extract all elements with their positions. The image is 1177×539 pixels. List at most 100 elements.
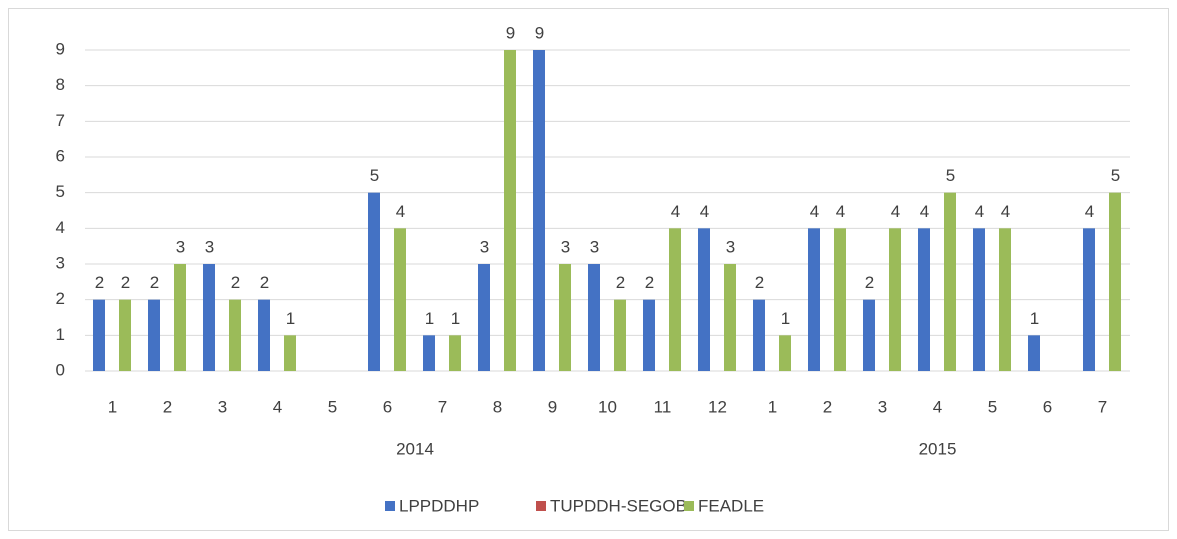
y-tick-label: 6 <box>56 146 65 165</box>
x-tick-label: 7 <box>438 397 447 416</box>
bar <box>533 50 545 371</box>
data-label: 2 <box>150 273 159 292</box>
legend-label: TUPDDH-SEGOB <box>550 496 687 515</box>
bar <box>779 335 791 371</box>
bar <box>148 299 160 371</box>
data-label: 1 <box>425 309 434 328</box>
x-tick-label: 3 <box>878 397 887 416</box>
x-tick-label: 2 <box>823 397 832 416</box>
data-label: 3 <box>205 237 214 256</box>
y-tick-label: 5 <box>56 182 65 201</box>
data-label: 2 <box>755 273 764 292</box>
data-label: 4 <box>920 202 929 221</box>
x-tick-label: 6 <box>1043 397 1052 416</box>
x-tick-label: 2 <box>163 397 172 416</box>
bar <box>863 299 875 371</box>
y-tick-label: 3 <box>56 253 65 272</box>
data-label: 4 <box>1001 202 1010 221</box>
data-label: 2 <box>95 273 104 292</box>
data-label: 1 <box>451 309 460 328</box>
bar <box>918 228 930 371</box>
bar <box>559 264 571 371</box>
bar <box>284 335 296 371</box>
data-label: 2 <box>645 273 654 292</box>
x-tick-label: 5 <box>328 397 337 416</box>
data-label: 5 <box>370 166 379 185</box>
bar <box>1028 335 1040 371</box>
x-group-label: 2014 <box>396 439 434 458</box>
legend-swatch <box>536 501 546 511</box>
y-tick-label: 1 <box>56 325 65 344</box>
data-label: 5 <box>946 166 955 185</box>
bar <box>889 228 901 371</box>
y-tick-label: 7 <box>56 111 65 130</box>
bar <box>614 299 626 371</box>
bar <box>944 192 956 371</box>
bar <box>698 228 710 371</box>
bar <box>258 299 270 371</box>
data-label: 3 <box>480 237 489 256</box>
x-tick-label: 10 <box>598 397 617 416</box>
data-label: 4 <box>891 202 900 221</box>
data-label: 1 <box>1030 309 1039 328</box>
bar <box>973 228 985 371</box>
bar <box>724 264 736 371</box>
x-tick-label: 8 <box>493 397 502 416</box>
legend-label: FEADLE <box>698 496 764 515</box>
bar <box>368 192 380 371</box>
y-tick-label: 0 <box>56 360 65 379</box>
bar <box>669 228 681 371</box>
data-label: 2 <box>121 273 130 292</box>
bar <box>423 335 435 371</box>
x-tick-label: 11 <box>654 397 672 416</box>
bar <box>504 50 516 371</box>
data-label: 3 <box>590 237 599 256</box>
bar <box>229 299 241 371</box>
bar <box>1109 192 1121 371</box>
x-tick-label: 6 <box>383 397 392 416</box>
bar <box>834 228 846 371</box>
bar <box>394 228 406 371</box>
data-label: 2 <box>260 273 269 292</box>
data-label: 5 <box>1111 166 1120 185</box>
x-tick-label: 5 <box>988 397 997 416</box>
bar <box>203 264 215 371</box>
data-label: 2 <box>231 273 240 292</box>
y-tick-label: 4 <box>56 218 65 237</box>
bar <box>753 299 765 371</box>
y-tick-label: 9 <box>56 39 65 58</box>
data-label: 9 <box>535 23 544 42</box>
data-label: 4 <box>700 202 709 221</box>
bar <box>93 299 105 371</box>
bar <box>119 299 131 371</box>
x-tick-label: 1 <box>768 397 777 416</box>
data-label: 9 <box>506 23 515 42</box>
data-label: 3 <box>726 237 735 256</box>
x-tick-label: 4 <box>933 397 942 416</box>
legend-swatch <box>385 501 395 511</box>
x-tick-label: 7 <box>1098 397 1107 416</box>
x-tick-label: 9 <box>548 397 557 416</box>
data-label: 2 <box>865 273 874 292</box>
bar <box>588 264 600 371</box>
data-label: 4 <box>1085 202 1094 221</box>
data-label: 4 <box>810 202 819 221</box>
bar <box>174 264 186 371</box>
bar <box>808 228 820 371</box>
data-label: 3 <box>176 237 185 256</box>
x-tick-label: 1 <box>108 397 117 416</box>
data-label: 2 <box>616 273 625 292</box>
data-label: 1 <box>781 309 790 328</box>
data-label: 3 <box>561 237 570 256</box>
x-tick-label: 12 <box>708 397 727 416</box>
legend-label: LPPDDHP <box>399 496 479 515</box>
data-label: 4 <box>396 202 405 221</box>
bar <box>643 299 655 371</box>
x-group-label: 2015 <box>919 439 957 458</box>
y-tick-label: 2 <box>56 289 65 308</box>
x-tick-label: 4 <box>273 397 282 416</box>
data-label: 4 <box>671 202 680 221</box>
y-tick-label: 8 <box>56 75 65 94</box>
bar <box>478 264 490 371</box>
